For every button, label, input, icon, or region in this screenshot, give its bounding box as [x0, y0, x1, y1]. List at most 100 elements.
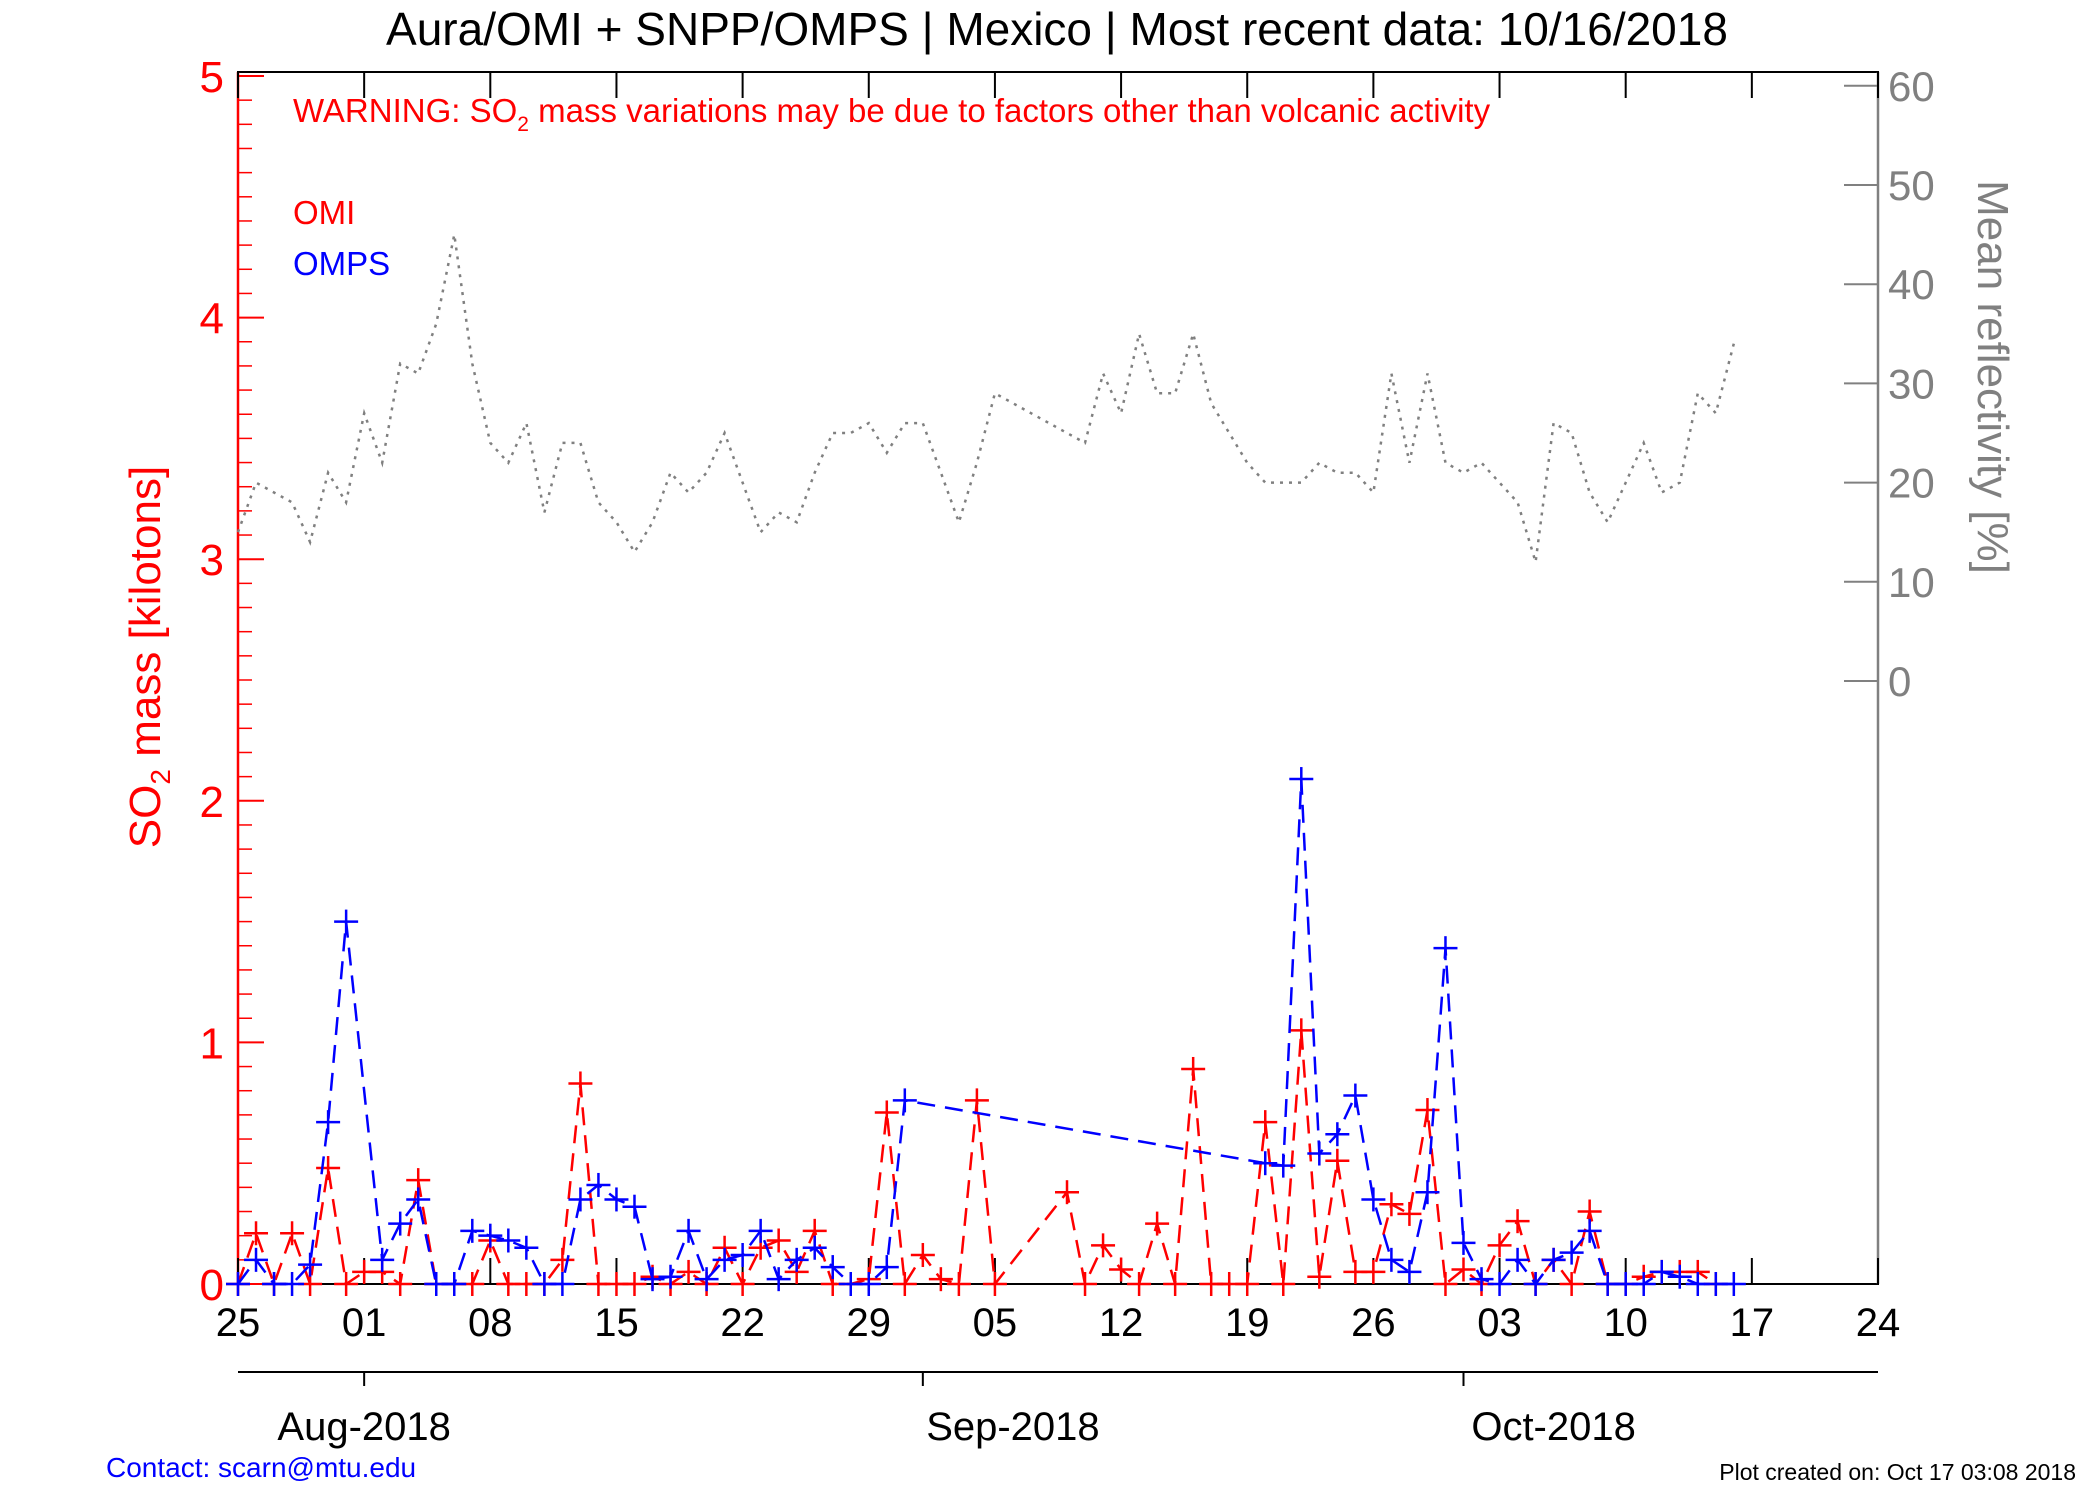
omps-point [640, 1267, 665, 1292]
omps-point [388, 1211, 413, 1236]
left-tick-label: 2 [200, 778, 224, 827]
omps-point [1253, 1151, 1278, 1176]
x-tick-label: 17 [1730, 1301, 1775, 1345]
omi-point [1145, 1211, 1170, 1236]
omps-point [478, 1223, 503, 1248]
omi-point [928, 1267, 953, 1292]
omi-point [1253, 1110, 1278, 1135]
omps-point [1451, 1230, 1476, 1255]
month-axis-ticks: Aug-2018 Sep-2018 Oct-2018 [277, 1372, 1636, 1449]
left-tick-label: 5 [200, 53, 224, 102]
x-tick-label: 24 [1856, 1301, 1901, 1345]
omps-point [316, 1110, 341, 1135]
left-tick-label: 3 [200, 536, 224, 585]
month-label: Aug-2018 [277, 1405, 450, 1449]
x-tick-label: 25 [216, 1301, 261, 1345]
warning-text: WARNING: SO2 mass variations may be due … [293, 92, 1491, 136]
omi-point [1073, 1272, 1098, 1296]
right-tick-label: 20 [1888, 460, 1935, 507]
omi-point [946, 1272, 971, 1296]
omps-point [1649, 1259, 1674, 1284]
plot-frame [236, 71, 1880, 1285]
omps-point [586, 1172, 611, 1197]
omps-point [1577, 1218, 1602, 1243]
omps-point [1325, 1122, 1350, 1147]
left-tick-label: 4 [200, 295, 224, 344]
omi-point [1379, 1192, 1404, 1217]
month-label: Oct-2018 [1471, 1405, 1636, 1449]
x-tick-label: 19 [1225, 1301, 1270, 1345]
omps-point [856, 1272, 881, 1296]
omps-point [1397, 1259, 1422, 1284]
chart-title: Aura/OMI + SNPP/OMPS | Mexico | Most rec… [386, 3, 1728, 55]
omi-point [1487, 1233, 1512, 1258]
omi-point [874, 1100, 899, 1125]
omi-point [316, 1156, 341, 1181]
omps-point [1343, 1083, 1368, 1108]
omps-point [676, 1218, 701, 1243]
omps-point [874, 1255, 899, 1280]
x-tick-label: 26 [1351, 1301, 1396, 1345]
omi-point [1181, 1056, 1206, 1081]
legend-omps: OMPS [293, 245, 390, 282]
legend-omi: OMI [293, 194, 355, 231]
right-tick-label: 10 [1888, 559, 1935, 606]
left-axis-ticks: 0 1 2 3 4 5 [200, 53, 264, 1310]
omps-point [406, 1187, 431, 1212]
x-tick-label: 15 [594, 1301, 639, 1345]
omi-point [244, 1221, 269, 1246]
omps-point [694, 1267, 719, 1292]
omps-point [370, 1247, 395, 1272]
omps-point [442, 1272, 467, 1296]
omi-point [1415, 1098, 1440, 1123]
right-tick-label: 0 [1888, 658, 1911, 705]
omps-point [280, 1272, 305, 1296]
x-tick-label: 29 [847, 1301, 892, 1345]
omps-point [244, 1247, 269, 1272]
omps-point [1667, 1264, 1692, 1289]
reflectivity-line [236, 234, 1736, 563]
omi-point [676, 1259, 701, 1284]
omi-point [1271, 1272, 1296, 1296]
omi-point [1559, 1272, 1584, 1296]
omi-point [1433, 1272, 1458, 1296]
omi-point [280, 1221, 305, 1246]
right-tick-label: 60 [1888, 63, 1935, 110]
omps-point [1631, 1272, 1656, 1296]
omps-point [784, 1247, 809, 1272]
x-tick-label: 03 [1477, 1301, 1522, 1345]
omps-point [766, 1267, 791, 1292]
omps-point [298, 1252, 323, 1277]
omps-point [1271, 1153, 1296, 1178]
omps-point [1523, 1272, 1548, 1296]
omps-point [460, 1218, 485, 1243]
omi-point [1361, 1259, 1386, 1284]
footer-created: Plot created on: Oct 17 03:08 2018 [1719, 1459, 2076, 1485]
omi-point [550, 1247, 575, 1272]
omi-point [334, 1272, 359, 1296]
omps-point [820, 1255, 845, 1280]
omps-point [1289, 767, 1314, 792]
omps-point [1721, 1272, 1746, 1296]
omps-point [1559, 1240, 1584, 1265]
omi-point [730, 1272, 755, 1296]
right-tick-label: 50 [1888, 162, 1935, 209]
x-tick-label: 12 [1099, 1301, 1144, 1345]
omi-point [622, 1272, 647, 1296]
series-layer [226, 234, 1746, 1296]
x-tick-label: 05 [973, 1301, 1018, 1345]
omps-point [622, 1194, 647, 1219]
left-tick-label: 1 [200, 1019, 224, 1068]
omi-point [1235, 1272, 1260, 1296]
omps-point [496, 1228, 521, 1253]
omi-line [236, 1030, 1717, 1288]
omps-point [730, 1243, 755, 1268]
omps-point [1487, 1272, 1512, 1296]
omps-point [568, 1187, 593, 1212]
x-tick-label: 10 [1603, 1301, 1648, 1345]
omi-point [1289, 1018, 1314, 1043]
omi-point [982, 1272, 1007, 1296]
omps-point [1361, 1187, 1386, 1212]
month-label: Sep-2018 [926, 1405, 1099, 1449]
